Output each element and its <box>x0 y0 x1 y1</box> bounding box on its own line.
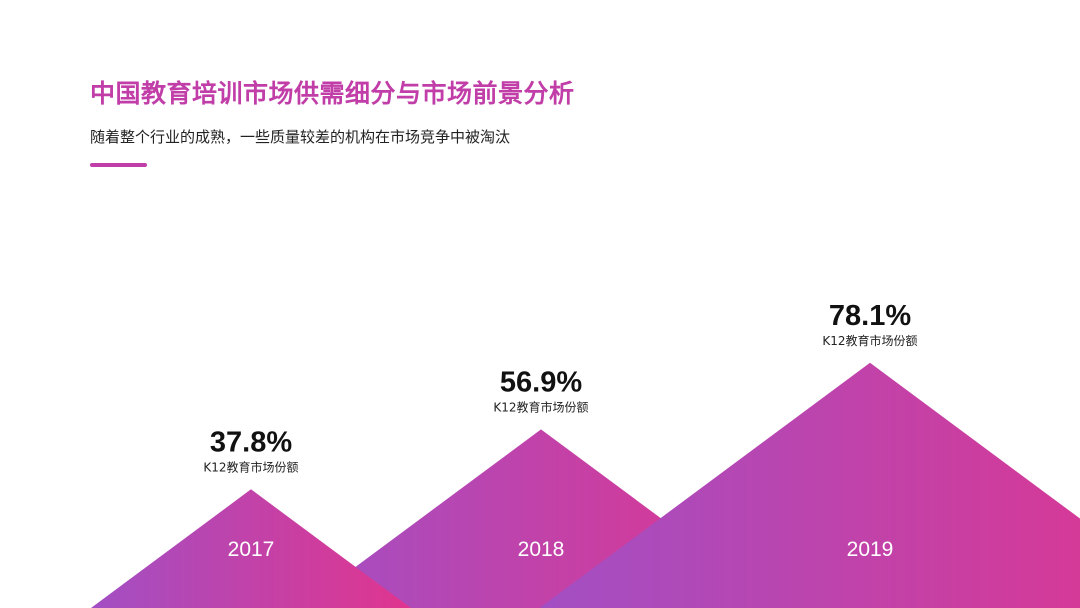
peak-2019 <box>539 362 1080 608</box>
value-label-2019: 78.1% <box>829 300 911 332</box>
series-label-2018: K12教育市场份额 <box>493 399 588 414</box>
series-label-2019: K12教育市场份额 <box>822 333 917 348</box>
page-title: 中国教育培训市场供需细分与市场前景分析 <box>90 79 575 108</box>
year-label-2017: 2017 <box>228 538 275 561</box>
series-label-2017: K12教育市场份额 <box>203 459 298 474</box>
value-label-2018: 56.9% <box>500 366 582 398</box>
year-label-2019: 2019 <box>847 538 894 561</box>
peak-2017 <box>91 489 411 608</box>
value-label-2017: 37.8% <box>210 426 292 458</box>
page-subtitle: 随着整个行业的成熟，一些质量较差的机构在市场竞争中被淘汰 <box>90 128 511 146</box>
year-label-2018: 2018 <box>518 538 565 561</box>
title-accent-line <box>90 163 147 167</box>
